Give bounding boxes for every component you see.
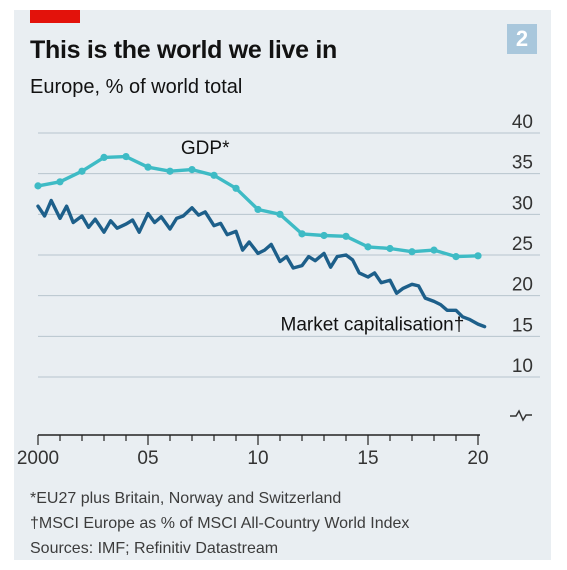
annotation-market-cap: Market capitalisation†: [281, 315, 465, 336]
annotation-gdp: GDP*: [181, 138, 230, 159]
axis-break-icon: [510, 409, 532, 422]
series-0-point-2011: [276, 210, 284, 218]
series-0-point-2017: [408, 248, 416, 256]
sources-note: Sources: IMF; Refinitiv Datastream: [30, 540, 279, 557]
x-tick-label-05: 05: [137, 448, 158, 469]
footnote-market-cap: †MSCI Europe as % of MSCI All-Country Wo…: [30, 515, 410, 532]
series-0-point-2004: [122, 152, 130, 161]
x-tick-label-15: 15: [357, 448, 378, 469]
series-0-point-2015: [364, 243, 372, 251]
y-tick-label-35: 35: [512, 153, 533, 174]
series-0-point-2012: [298, 230, 306, 238]
series-0-point-2001: [56, 178, 64, 186]
series-0-point-2019: [452, 253, 460, 261]
y-tick-label-30: 30: [512, 193, 533, 214]
series-0-point-2013: [320, 231, 328, 240]
y-tick-label-20: 20: [512, 275, 533, 296]
chart-number-badge: 2: [507, 24, 537, 54]
series-0-point-2006: [166, 167, 174, 175]
x-tick-label-20: 20: [467, 448, 488, 469]
y-tick-label-15: 15: [512, 315, 533, 336]
series-0-point-2018: [430, 246, 438, 254]
footnote-gdp: *EU27 plus Britain, Norway and Switzerla…: [30, 490, 342, 507]
series-0-point-2010: [254, 205, 262, 214]
brand-red-bar: [30, 10, 80, 23]
x-tick-label-10: 10: [247, 448, 268, 469]
x-tick-label-2000: 2000: [17, 448, 59, 469]
series-0-point-2000: [34, 182, 42, 190]
chart-subtitle: Europe, % of world total: [30, 76, 243, 98]
series-0-point-2020: [474, 252, 482, 260]
series-line-1: [36, 198, 487, 329]
y-tick-label-40: 40: [512, 112, 533, 133]
series-0-point-2003: [100, 153, 108, 161]
footnotes: *EU27 plus Britain, Norway and Switzerla…: [30, 486, 409, 561]
y-tick-label-10: 10: [512, 356, 533, 377]
y-tick-label-25: 25: [512, 234, 533, 255]
series-0-point-2008: [210, 171, 218, 179]
chart-title: This is the world we live in: [30, 36, 337, 64]
series-0-point-2005: [144, 163, 152, 171]
series-0-point-2002: [78, 167, 86, 175]
chart-panel: 2 This is the world we live in Europe, %…: [14, 10, 551, 560]
series-0-point-2007: [188, 166, 196, 174]
series-0-point-2016: [386, 244, 394, 253]
series-0-point-2014: [342, 232, 350, 240]
series-0-point-2009: [232, 184, 240, 192]
